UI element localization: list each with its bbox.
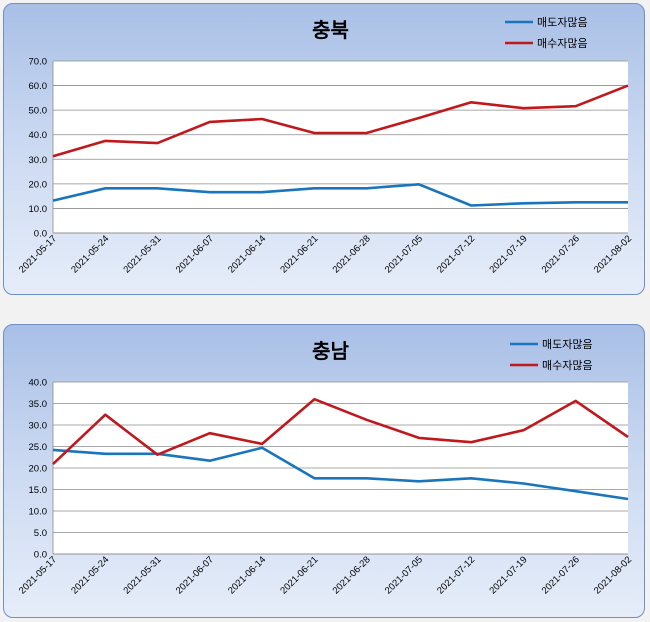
legend-label: 매수자많음 (542, 359, 593, 372)
y-tick-label: 5.0 (34, 528, 47, 539)
series-line-buy (52, 397, 629, 466)
x-tick-label: 2021-06-28 (331, 554, 373, 596)
y-tick-label: 25.0 (29, 442, 48, 453)
y-tick-label: 15.0 (29, 485, 48, 496)
x-tick-label: 2021-06-07 (174, 233, 216, 275)
x-tick-label: 2021-07-19 (487, 554, 529, 596)
y-tick-label: 20.0 (29, 464, 48, 475)
x-tick-label: 2021-07-26 (540, 554, 582, 596)
legend-label: 매도자많음 (537, 16, 588, 29)
y-tick-label: 30.0 (29, 421, 48, 432)
x-tick-label: 2021-07-12 (435, 554, 477, 596)
chart-panel-chungbuk: 충북 0.0 10.0 20.0 30.0 40.0 50.0 60.0 70.0 2021-05… (3, 3, 645, 295)
series-line-sell (52, 446, 629, 501)
y-tick-label: 0.0 (34, 229, 47, 240)
x-tick-label: 2021-06-14 (226, 554, 268, 596)
y-tick-label: 50.0 (29, 106, 48, 117)
y-tick-label: 10.0 (29, 507, 48, 518)
x-tick-label: 2021-05-31 (122, 233, 164, 275)
x-tick-label: 2021-05-31 (122, 554, 164, 596)
x-tick-label: 2021-06-07 (174, 554, 216, 596)
chart-panel-chungnam: 충남 0.0 5.0 10.0 15.0 20.0 25.0 30.0 35.0 40.0 2021… (3, 324, 645, 618)
y-tick-label: 35.0 (29, 399, 48, 410)
x-tick-label: 2021-07-12 (435, 233, 477, 275)
y-tick-label: 40.0 (29, 378, 48, 389)
legend-label: 매수자많음 (537, 37, 588, 50)
x-tick-label: 2021-05-17 (17, 554, 59, 596)
y-tick-label: 0.0 (34, 550, 47, 561)
legend-label: 매도자많음 (542, 338, 593, 351)
x-tick-label: 2021-07-05 (383, 554, 425, 596)
y-tick-label: 60.0 (29, 81, 48, 92)
x-tick-label: 2021-07-05 (383, 233, 425, 275)
chart-chungnam: 충남 0.0 5.0 10.0 15.0 20.0 25.0 30.0 35.0 40.0 2021… (17, 338, 634, 596)
x-tick-label: 2021-06-21 (278, 233, 320, 275)
y-tick-label: 20.0 (29, 179, 48, 190)
y-tick-label: 30.0 (29, 155, 48, 166)
x-tick-label: 2021-06-28 (331, 233, 373, 275)
x-tick-label: 2021-08-02 (592, 233, 634, 275)
x-tick-label: 2021-08-02 (592, 554, 634, 596)
x-tick-label: 2021-05-17 (17, 233, 59, 275)
chart-title: 충남 (312, 339, 349, 363)
y-tick-label: 10.0 (29, 204, 48, 215)
plot-area (53, 61, 628, 233)
x-tick-label: 2021-06-14 (226, 233, 268, 275)
x-tick-label: 2021-07-19 (487, 233, 529, 275)
x-tick-label: 2021-05-24 (69, 233, 111, 275)
y-tick-label: 40.0 (29, 130, 48, 141)
series-line-sell (52, 183, 628, 207)
y-tick-label: 70.0 (29, 57, 48, 68)
chart-title: 충북 (312, 18, 349, 42)
chart-chungbuk: 충북 0.0 10.0 20.0 30.0 40.0 50.0 60.0 70.0 2021-05… (17, 16, 634, 275)
x-tick-label: 2021-05-24 (69, 554, 111, 596)
series-line-buy (52, 84, 629, 158)
x-tick-label: 2021-07-26 (540, 233, 582, 275)
x-tick-label: 2021-06-21 (278, 554, 320, 596)
